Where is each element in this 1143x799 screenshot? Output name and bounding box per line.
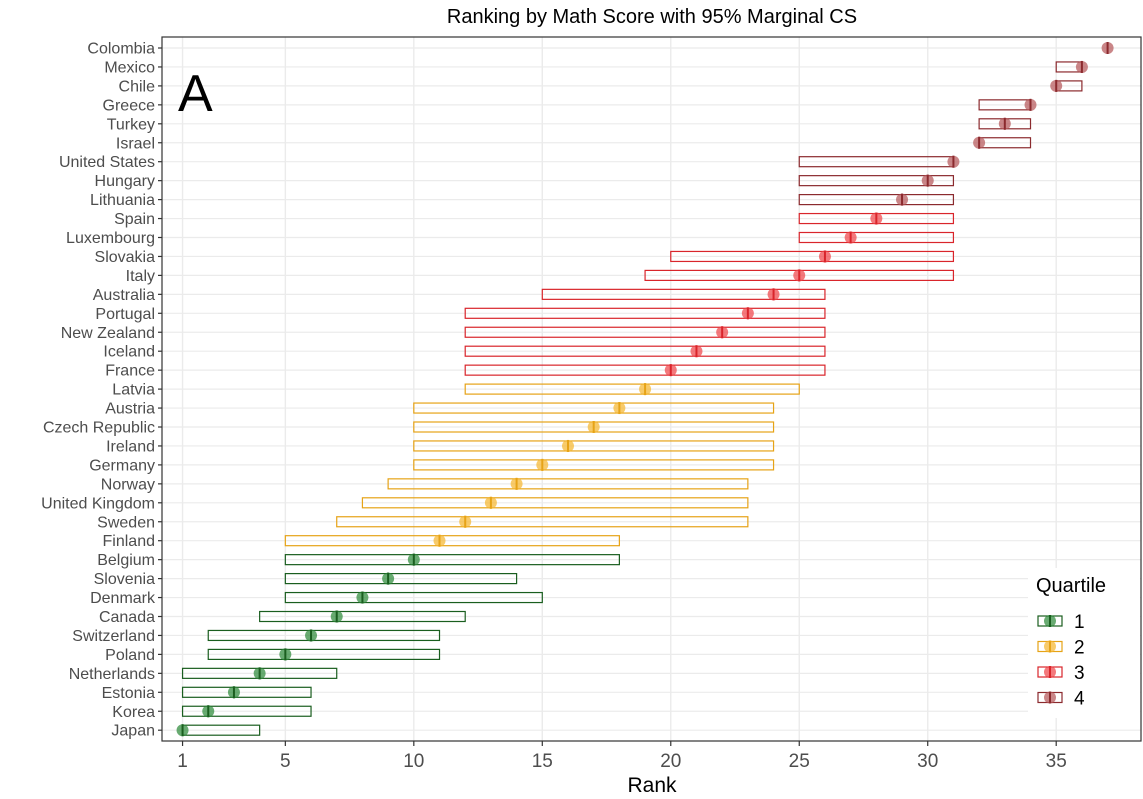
- y-tick-label: Colombia: [87, 41, 155, 58]
- x-axis-label: Rank: [627, 774, 677, 797]
- x-tick-label: 1: [177, 751, 188, 772]
- legend: Quartile 1 2 3 4: [1028, 568, 1140, 718]
- interval-box-belgium: [284, 554, 620, 566]
- interval-box-slovakia: [670, 250, 955, 263]
- interval-box-sweden: [336, 516, 749, 528]
- interval-box-portugal: [464, 307, 826, 319]
- y-tick-label: Greece: [103, 97, 156, 114]
- y-tick-label: Netherlands: [69, 666, 155, 683]
- y-tick-label: Australia: [93, 287, 155, 304]
- interval-box-ireland: [413, 440, 775, 452]
- chart-title: Ranking by Math Score with 95% Marginal …: [447, 6, 857, 28]
- interval-box-estonia: [181, 686, 312, 698]
- y-tick-label: Hungary: [95, 173, 155, 190]
- interval-box-poland: [207, 648, 441, 661]
- y-tick-label: Ireland: [106, 438, 155, 455]
- x-tick-label: 10: [403, 751, 424, 772]
- x-tick-label: 30: [917, 751, 938, 772]
- y-tick-label: Slovenia: [94, 571, 155, 588]
- x-tick-label: 35: [1046, 751, 1067, 772]
- interval-box-canada: [259, 610, 466, 623]
- y-tick-label: Italy: [126, 268, 155, 285]
- interval-box-denmark: [284, 591, 543, 604]
- y-tick-label: Canada: [99, 609, 155, 626]
- y-tick-label: Slovakia: [95, 249, 156, 266]
- panel-label: A: [178, 65, 213, 123]
- y-tick-label: United States: [59, 154, 155, 171]
- y-tick-label: Poland: [105, 647, 155, 664]
- y-tick-label: Korea: [112, 704, 155, 721]
- y-tick-label: Japan: [111, 723, 155, 740]
- y-tick-label: France: [105, 363, 155, 380]
- y-tick-label: Latvia: [112, 382, 155, 399]
- interval-box-france: [464, 364, 826, 376]
- interval-box-australia: [541, 288, 826, 300]
- interval-box-latvia: [464, 383, 800, 395]
- interval-box-norway: [387, 478, 749, 490]
- interval-box-austria: [413, 402, 775, 414]
- y-tick-label: Germany: [89, 457, 155, 474]
- interval-box-luxembourg: [798, 231, 955, 244]
- interval-box-finland: [284, 535, 620, 547]
- x-tick-label: 15: [532, 751, 553, 772]
- interval-box-korea: [181, 705, 312, 717]
- y-tick-label: Luxembourg: [66, 230, 155, 247]
- interval-box-lithuania: [798, 194, 955, 206]
- legend-label: 1: [1074, 612, 1085, 633]
- y-tick-label: Estonia: [102, 685, 155, 702]
- y-tick-label: Turkey: [107, 116, 155, 133]
- x-tick-label: 25: [789, 751, 810, 772]
- interval-box-slovenia: [284, 572, 518, 585]
- y-tick-label: Spain: [114, 211, 155, 228]
- legend-label: 3: [1074, 663, 1085, 684]
- y-tick-label: Switzerland: [72, 628, 155, 645]
- y-tick-label: New Zealand: [61, 325, 155, 342]
- x-axis: 1 5 10 15 20 25 30 35: [177, 741, 1067, 772]
- interval-box-hungary: [798, 175, 955, 187]
- y-tick-label: Finland: [103, 533, 155, 550]
- y-tick-label: United Kingdom: [41, 495, 155, 512]
- y-tick-label: Denmark: [90, 590, 156, 607]
- interval-box-new-zealand: [464, 326, 826, 338]
- interval-box-united-kingdom: [361, 497, 749, 509]
- x-tick-label: 20: [660, 751, 681, 772]
- y-tick-label: Sweden: [97, 514, 155, 531]
- legend-label: 2: [1074, 638, 1085, 659]
- x-tick-label: 5: [280, 751, 291, 772]
- interval-box-iceland: [464, 345, 826, 357]
- interval-box-switzerland: [207, 629, 441, 642]
- legend-title: Quartile: [1036, 575, 1106, 597]
- interval-box-germany: [413, 459, 775, 471]
- y-tick-label: Austria: [105, 401, 155, 418]
- y-tick-label: Israel: [116, 135, 155, 152]
- y-tick-label: Czech Republic: [43, 420, 155, 437]
- y-tick-label: Iceland: [103, 344, 155, 361]
- y-tick-label: Lithuania: [90, 192, 155, 209]
- points: [176, 42, 1114, 737]
- y-tick-label: Mexico: [104, 59, 155, 76]
- legend-label: 4: [1074, 689, 1085, 710]
- y-tick-label: Norway: [101, 476, 155, 493]
- y-tick-label: Portugal: [95, 306, 155, 323]
- y-tick-label: Belgium: [97, 552, 155, 569]
- y-tick-label: Chile: [119, 78, 156, 95]
